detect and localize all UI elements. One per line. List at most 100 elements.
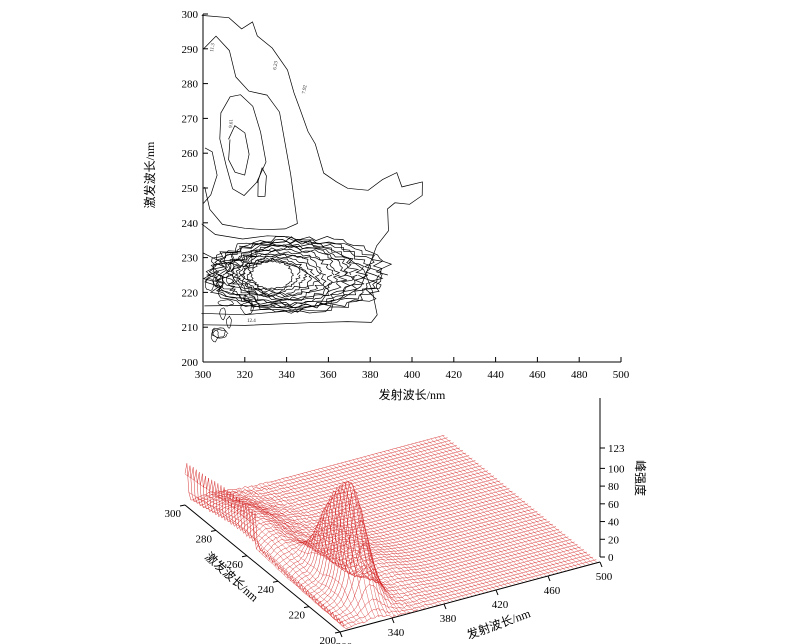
contour-line — [240, 255, 315, 296]
contour-line — [241, 255, 253, 264]
contour-line — [225, 261, 235, 273]
surface-y-tick — [241, 555, 248, 558]
surface-mesh-line — [223, 481, 380, 618]
contour-line — [212, 240, 375, 309]
surface-mesh-line — [270, 481, 426, 608]
surface-mesh-line — [356, 458, 512, 586]
surface-mesh-line — [278, 479, 434, 607]
contour-line — [205, 277, 215, 292]
contour-line — [212, 329, 229, 339]
surface-z-tick-label: 0 — [608, 552, 614, 564]
surface-x-tick-label: 380 — [440, 613, 457, 625]
surface-mesh-line — [243, 488, 399, 616]
contour-plot: 11.3 9.61 7.92 6.23 12.4 300 320 340 360 380… — [142, 9, 630, 402]
surface-mesh-line — [200, 496, 356, 625]
contour-x-tick-label: 500 — [613, 369, 630, 381]
contour-x-tick-label: 360 — [320, 369, 337, 381]
surface-mesh-line — [329, 465, 485, 594]
surface-mesh-line — [308, 480, 569, 601]
contour-line — [201, 223, 378, 326]
contour-line — [241, 256, 309, 294]
contour-y-tick-label: 280 — [182, 79, 199, 91]
contour-line — [246, 257, 301, 291]
surface-mesh-line — [313, 470, 469, 598]
contour-x-tick-label: 440 — [487, 369, 504, 381]
surface-mesh-line — [318, 503, 578, 610]
surface-mesh-line — [187, 437, 448, 503]
contour-line — [230, 249, 335, 301]
surface-mesh-line — [379, 452, 536, 580]
surface-mesh-line — [422, 440, 579, 569]
contour-y-tick-label: 240 — [182, 218, 199, 230]
surface-mesh-line — [290, 502, 550, 584]
contour-line — [204, 236, 388, 314]
surface-mesh-line — [190, 440, 451, 504]
contour-y-tick-label: 290 — [182, 44, 199, 56]
contour-y-tick-label: 220 — [182, 287, 199, 299]
surface-mesh-line — [247, 487, 403, 616]
contour-level-label: 6.23 — [273, 60, 280, 70]
surface-mesh-line — [395, 448, 551, 576]
surface-y-tick — [334, 631, 341, 634]
surface-mesh-line — [239, 488, 395, 617]
surface-mesh-line — [391, 449, 547, 577]
surface-x-tick-label: 500 — [596, 571, 613, 583]
surface-mesh-line — [321, 468, 477, 596]
surface-mesh-line — [271, 506, 532, 566]
surface-x-tick-label: 420 — [492, 599, 509, 611]
contour-line — [240, 301, 254, 315]
contour-line — [226, 315, 232, 329]
surface-x-tick — [599, 561, 603, 568]
surface-z-tick-label: 60 — [608, 499, 620, 511]
surface-mesh-line — [243, 483, 504, 539]
contour-x-tick-label: 420 — [446, 369, 463, 381]
surface-mesh-line — [235, 489, 391, 616]
surface-mesh-line — [352, 459, 508, 587]
surface-x-tick-label: 300 — [336, 641, 353, 644]
surface-mesh-line — [283, 516, 544, 578]
surface-mesh-line — [218, 462, 479, 521]
contour-line — [203, 35, 298, 231]
contour-y-tick-label: 270 — [182, 113, 199, 125]
surface-x-tick — [443, 603, 447, 610]
contour-line — [201, 15, 423, 316]
surface-mesh-line — [256, 493, 516, 551]
surface-y-tick — [272, 580, 279, 583]
contour-y-tick-label: 200 — [182, 357, 199, 369]
contour-y-tick-label: 260 — [182, 148, 199, 160]
surface-mesh-line — [414, 442, 571, 571]
surface-y-tick-label: 220 — [289, 610, 306, 622]
surface-mesh-line — [333, 464, 489, 593]
surface-plot: 300 340 380 420 460 500 300 280 260 240 220 200 0 20 4… — [165, 398, 648, 644]
surface-mesh-line — [206, 452, 467, 513]
surface-y-tick-label: 260 — [227, 559, 244, 571]
surface-mesh-line — [330, 554, 591, 620]
surface-mesh-line — [309, 471, 465, 599]
contour-line — [212, 273, 224, 289]
contour-line — [202, 236, 393, 314]
contour-y-tick-label: 300 — [182, 9, 199, 21]
surface-mesh-line — [294, 475, 450, 603]
contour-line — [228, 125, 250, 176]
surface-mesh-line — [336, 463, 493, 592]
contour-level-label: 7.92 — [302, 84, 309, 94]
contour-x-tick-label: 340 — [278, 369, 295, 381]
surface-x-tick-label: 340 — [388, 627, 405, 639]
surface-x-tick-label: 460 — [544, 585, 561, 597]
surface-mesh-line — [204, 494, 360, 623]
contour-level-labels: 11.3 9.61 7.92 6.23 12.4 — [210, 43, 309, 324]
surface-mesh-line — [215, 460, 476, 519]
surface-z-tick-label: 20 — [608, 534, 620, 546]
surface-mesh-line — [383, 451, 540, 579]
surface-mesh-line — [265, 500, 526, 560]
contour-lines — [201, 15, 423, 343]
surface-z-axis-title: 峰强度 — [633, 460, 648, 496]
surface-mesh-line — [262, 483, 419, 611]
surface-mesh-line — [317, 469, 473, 597]
surface-mesh-line — [368, 455, 524, 583]
contour-line — [257, 166, 267, 197]
surface-mesh-line — [231, 489, 387, 616]
surface-mesh-line — [403, 446, 559, 574]
contour-axes: 300 320 340 360 380 400 420 440 460 480 500 200 210 2… — [182, 9, 630, 381]
surface-mesh-line — [430, 438, 586, 567]
